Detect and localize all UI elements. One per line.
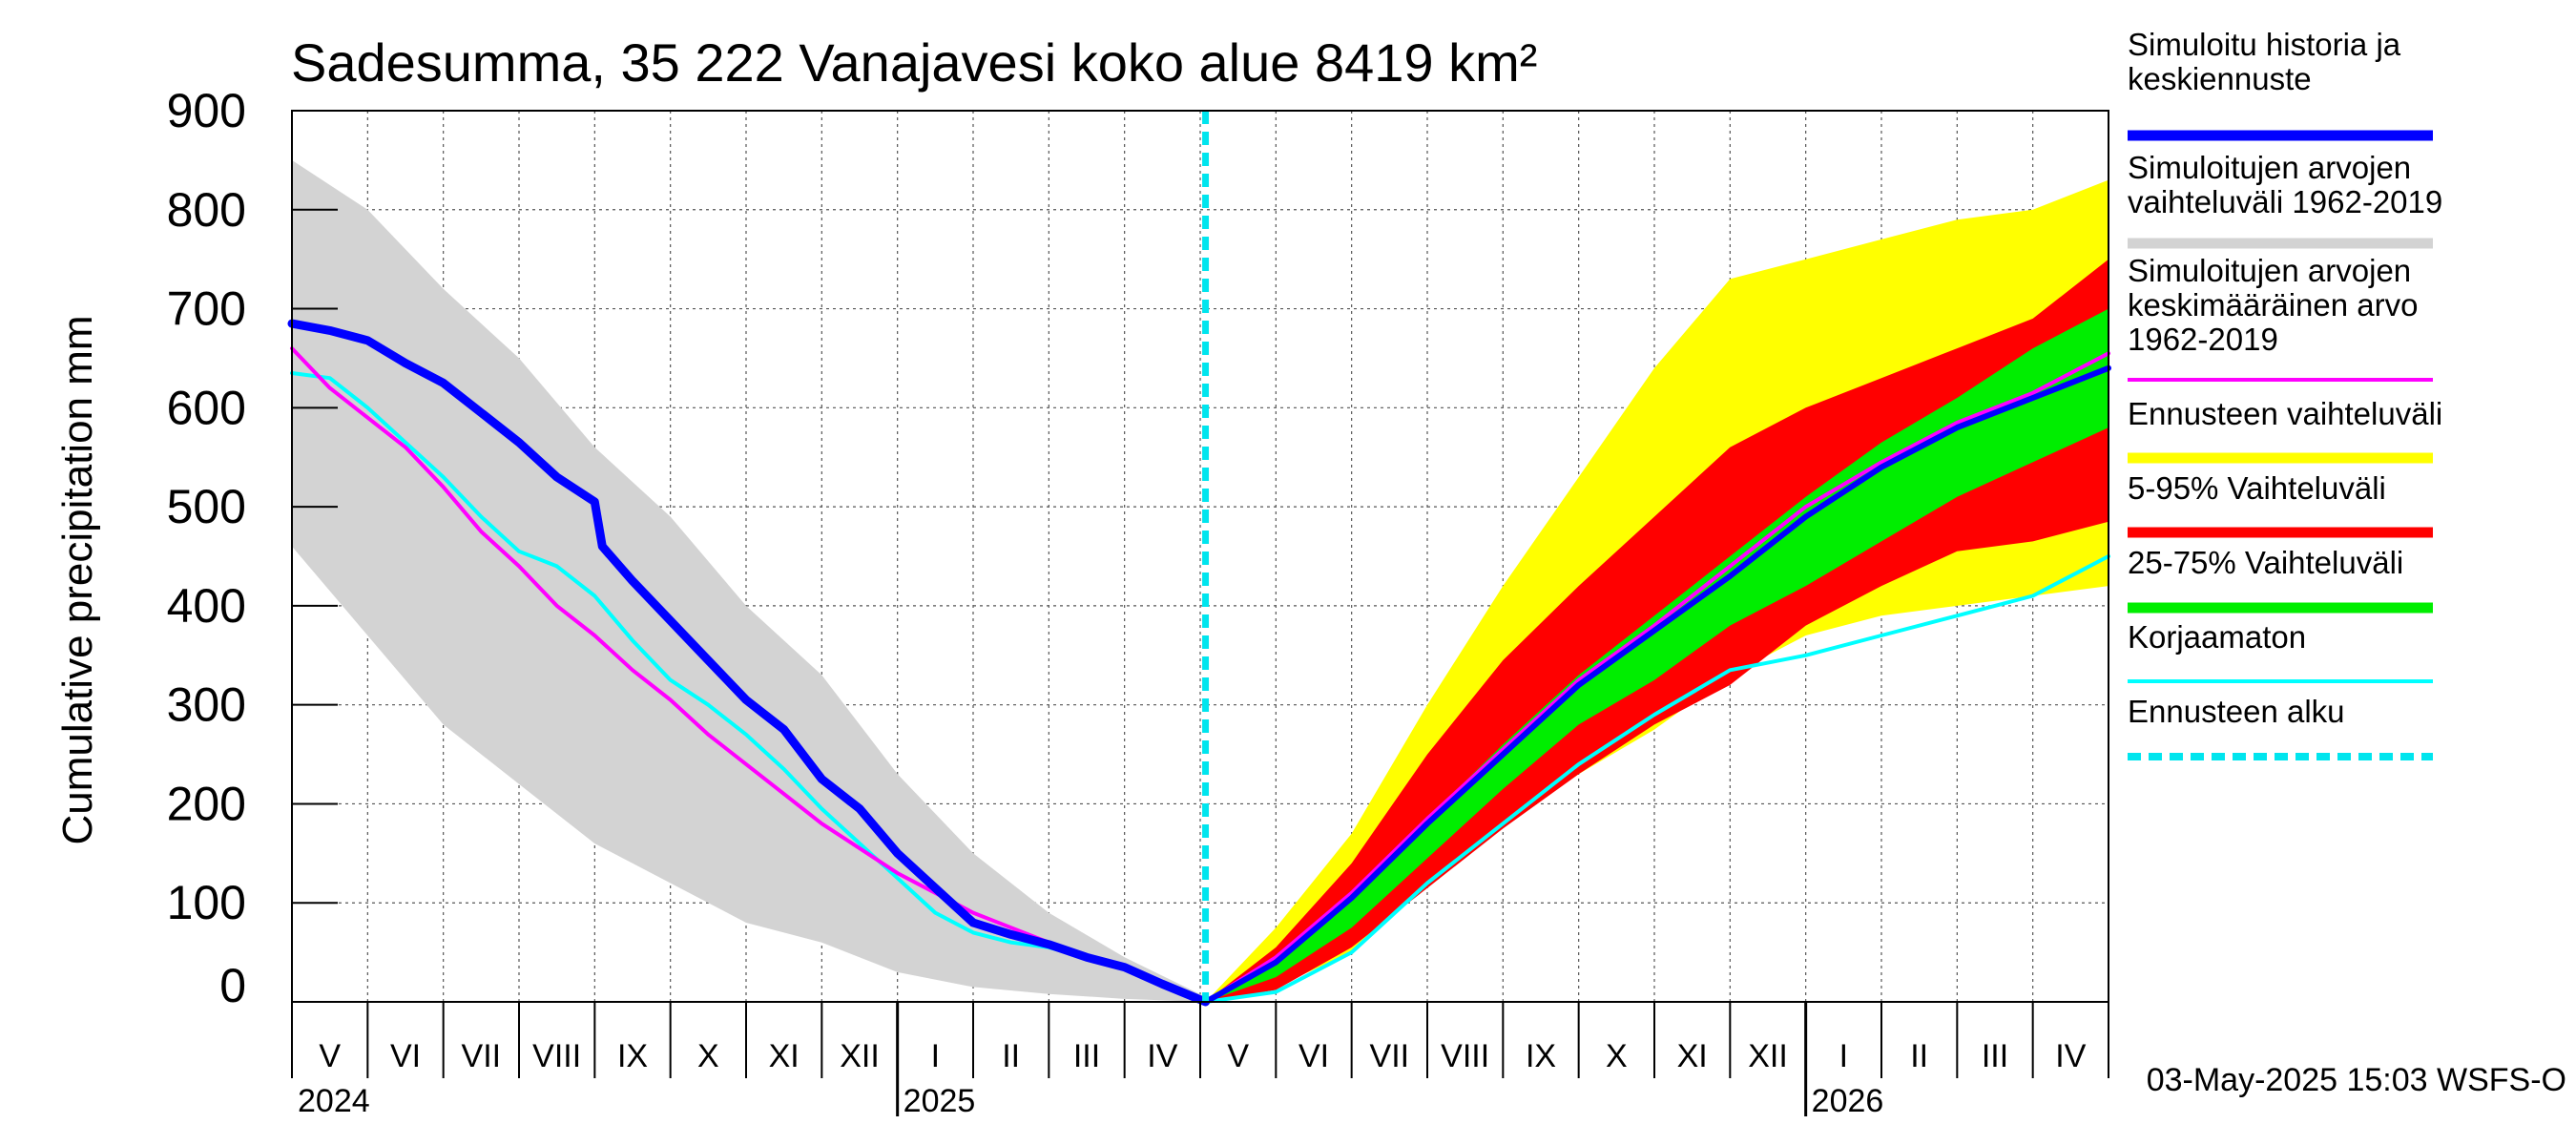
month-label: IX [617,1038,648,1074]
legend-item: Ennusteen vaihteluväli [2128,396,2442,464]
year-label: 2025 [904,1083,976,1119]
month-label: VII [462,1038,502,1074]
legend-item: Korjaamaton [2128,619,2433,683]
y-tick-label: 0 [219,959,246,1012]
y-tick-label: 300 [167,678,246,732]
month-label: XII [1748,1038,1788,1074]
month-label: II [1910,1038,1928,1074]
legend-label: 1962-2019 [2128,322,2278,357]
month-label: VI [1298,1038,1329,1074]
mean-line [290,346,2110,1004]
y-tick-label: 100 [167,876,246,929]
month-label: XI [769,1038,800,1074]
month-label: VII [1370,1038,1410,1074]
historical-range-band [292,159,1206,1002]
legend-item: 25-75% Vaihteluväli [2128,545,2433,614]
year-label: 2026 [1812,1083,1884,1119]
legend-item: 5-95% Vaihteluväli [2128,470,2433,538]
month-label: II [1002,1038,1020,1074]
legend-label: keskimääräinen arvo [2128,287,2418,323]
data-lines [287,111,2111,1007]
legend-label: Simuloitujen arvojen [2128,150,2411,185]
y-tick-label: 900 [167,84,246,137]
forecast-median-line [1202,364,2111,1005]
y-tick-label: 700 [167,282,246,336]
legend-label: keskiennuste [2128,61,2312,96]
month-label: III [1982,1038,2008,1074]
month-label: V [1227,1038,1249,1074]
legend-label: vaihteluväli 1962-2019 [2128,184,2442,219]
month-label: IX [1526,1038,1556,1074]
month-label: I [931,1038,940,1074]
axes: V VI VII VIII IX X XI XII I II III IV V VI VII VIII IX X X… [167,84,2109,1119]
legend-label: Ennusteen vaihteluväli [2128,396,2442,431]
month-label: XI [1677,1038,1708,1074]
y-tick-label: 200 [167,777,246,830]
y-tick-label: 600 [167,381,246,434]
legend-label: 5-95% Vaihteluväli [2128,470,2386,506]
legend-label: 25-75% Vaihteluväli [2128,545,2403,580]
month-label: V [319,1038,341,1074]
y-tick-label: 400 [167,579,246,633]
legend-item: Ennusteen alku [2128,694,2433,760]
legend-label: Simuloitujen arvojen [2128,253,2411,288]
month-label: X [1606,1038,1628,1074]
month-label: X [697,1038,719,1074]
simulated-history-line [287,319,1211,1007]
month-label: VI [390,1038,421,1074]
p25-75-band [1205,308,2109,1003]
y-tick-label: 800 [167,183,246,237]
forecast-uncorrected-line [1203,554,2110,1004]
y-axis-label: Cumulative precipitation mm [54,315,101,844]
legend-label: Korjaamaton [2128,619,2306,655]
legend-label: Simuloitu historia ja [2128,27,2401,62]
legend: Simuloitu historia jakeskiennusteSimuloi… [2128,27,2442,760]
month-label: VIII [1441,1038,1489,1074]
y-tick-label: 500 [167,480,246,533]
legend-label: Ennusteen alku [2128,694,2345,729]
month-label: XII [840,1038,880,1074]
month-label: VIII [532,1038,581,1074]
year-label: 2024 [298,1083,370,1119]
grid-lines [292,110,2109,1002]
month-label: III [1073,1038,1100,1074]
month-label: I [1839,1038,1848,1074]
month-label: IV [1147,1038,1177,1074]
chart-title: Sadesumma, 35 222 Vanajavesi koko alue 8… [291,32,1537,93]
timestamp-footer: 03-May-2025 15:03 WSFS-O [2147,1062,2566,1098]
month-label: IV [2055,1038,2086,1074]
